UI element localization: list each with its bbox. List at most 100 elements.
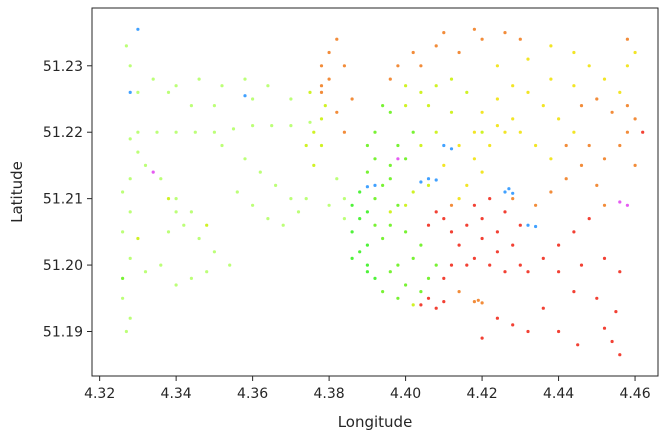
data-point	[197, 236, 201, 241]
y-axis: 51.19 51.20 51.21 51.22 51.23	[43, 59, 92, 340]
data-point	[465, 223, 469, 227]
data-point	[335, 110, 339, 114]
y-tick-label: 51.23	[43, 59, 83, 75]
data-point	[541, 256, 545, 260]
data-point	[495, 230, 499, 234]
data-point	[426, 104, 431, 108]
data-point	[327, 203, 331, 207]
data-point	[449, 147, 454, 151]
data-point	[396, 64, 400, 68]
data-point	[507, 187, 511, 191]
data-point	[319, 84, 324, 88]
data-point	[511, 323, 515, 327]
data-point	[572, 50, 576, 55]
data-point	[358, 250, 362, 254]
data-point	[136, 90, 140, 94]
data-point	[381, 104, 385, 108]
data-point	[633, 163, 637, 167]
data-point	[419, 64, 423, 68]
data-point	[480, 110, 484, 114]
data-point	[457, 290, 461, 294]
y-tick-label: 51.19	[43, 324, 83, 340]
data-point	[335, 37, 339, 41]
data-point	[426, 183, 431, 187]
data-point	[251, 203, 255, 207]
x-tick-label: 4.44	[543, 386, 574, 402]
data-point	[381, 290, 385, 294]
data-point	[289, 97, 293, 101]
data-point	[434, 263, 438, 267]
data-point	[319, 90, 324, 94]
data-point	[396, 157, 400, 161]
data-point	[128, 137, 132, 141]
data-point	[526, 270, 530, 274]
data-point	[189, 276, 193, 280]
data-point	[625, 64, 630, 68]
data-point	[151, 77, 155, 81]
data-point	[327, 77, 331, 81]
data-point	[396, 143, 400, 148]
data-point	[457, 143, 461, 148]
data-point	[442, 163, 446, 167]
data-point	[189, 104, 193, 108]
data-point	[342, 197, 346, 201]
data-point	[289, 197, 293, 201]
x-axis-label: Longitude	[338, 413, 413, 431]
data-point	[342, 130, 346, 134]
data-point	[404, 104, 408, 108]
data-point	[350, 97, 354, 101]
data-point	[396, 296, 400, 300]
data-point	[396, 263, 400, 267]
data-point	[618, 353, 622, 357]
data-point	[128, 64, 132, 68]
data-point	[449, 203, 454, 207]
data-point	[128, 210, 132, 214]
data-point	[480, 170, 484, 174]
data-point	[388, 177, 392, 181]
data-point	[419, 180, 423, 184]
data-point	[243, 94, 247, 98]
data-point	[488, 143, 492, 148]
data-point	[358, 217, 362, 221]
data-point	[128, 256, 132, 260]
data-point	[465, 90, 469, 94]
data-point	[503, 30, 507, 35]
data-point	[235, 190, 239, 194]
data-point	[365, 143, 369, 148]
data-point	[472, 27, 476, 31]
data-point	[304, 197, 308, 201]
data-point	[557, 243, 561, 247]
data-point	[296, 210, 301, 214]
data-point	[434, 306, 438, 310]
data-point	[289, 124, 293, 128]
data-point	[518, 130, 522, 134]
data-point	[526, 329, 530, 334]
data-point	[618, 90, 622, 94]
data-point	[419, 303, 423, 307]
data-point	[373, 223, 377, 227]
data-point	[174, 197, 178, 201]
data-point	[625, 130, 630, 134]
y-tick-label: 51.20	[43, 258, 83, 274]
data-point	[426, 296, 431, 300]
data-point	[304, 143, 308, 148]
data-point	[335, 177, 339, 181]
data-point	[572, 290, 576, 294]
data-point	[480, 217, 484, 221]
data-point	[258, 170, 262, 174]
data-point	[472, 300, 476, 304]
data-point	[549, 157, 553, 161]
data-point	[442, 276, 446, 280]
data-point	[511, 84, 515, 88]
data-point	[143, 270, 148, 274]
data-point	[480, 301, 484, 305]
data-point	[231, 127, 236, 131]
data-point	[503, 210, 507, 214]
data-point	[121, 276, 125, 280]
data-point	[572, 84, 576, 88]
data-point	[270, 124, 274, 128]
data-point	[549, 77, 553, 81]
data-point	[449, 77, 454, 81]
data-point	[488, 263, 492, 267]
data-point	[373, 130, 377, 134]
